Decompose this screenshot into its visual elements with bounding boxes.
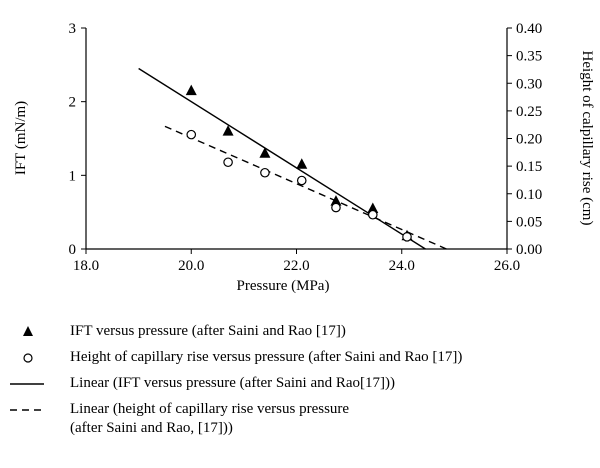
axes: 18.0 20.0 22.0 24.0 26.0 0 1 2 3 0.00 0.05 0.10 0.15…: [69, 21, 543, 274]
legend-line-solid: [10, 383, 44, 385]
legend-label: Linear (IFT versus pressure (after Saini…: [70, 375, 396, 391]
x-tick-label: 26.0: [494, 258, 520, 274]
y2-tick-label: 0.30: [516, 76, 542, 92]
legend-line-dashed: [10, 409, 44, 411]
legend-item-ift: IFT versus pressure (after Saini and Rao…: [8, 322, 593, 342]
capillary-point: [260, 167, 270, 178]
y-tick-label: 2: [69, 95, 77, 111]
legend-item-capillary: Height of capillary rise versus pressure…: [8, 348, 593, 368]
legend-label: Height of capillary rise versus pressure…: [70, 349, 463, 365]
x-tick-label: 22.0: [283, 258, 309, 274]
y2-tick-label: 0.15: [516, 159, 542, 175]
y-tick-label: 3: [69, 21, 77, 37]
y-tick-label: 1: [69, 168, 77, 184]
y2-axis-title: Height of calpillary rise (cm): [579, 51, 595, 226]
ift-point: [367, 202, 379, 213]
legend-label: Linear (height of capillary rise versus …: [70, 401, 350, 436]
ift-point: [185, 84, 197, 96]
y2-tick-label: 0.35: [516, 49, 542, 65]
trendline-ift: [138, 67, 426, 250]
capillary-point: [331, 202, 341, 213]
x-tick-label: 18.0: [73, 258, 99, 274]
ift-point: [330, 195, 342, 206]
chart: 18.0 20.0 22.0 24.0 26.0 0 1 2 3 0.00 0.05 0.10 0.15…: [13, 21, 595, 294]
y2-tick-label: 0.20: [516, 132, 542, 148]
trendline-capillary: [164, 125, 447, 250]
legend-marker-triangle: [23, 326, 33, 336]
capillary-point: [368, 209, 378, 220]
y2-tick-label: 0.10: [516, 187, 542, 203]
trendlines: [138, 67, 447, 250]
data-points: [185, 84, 413, 242]
y-axis-title: IFT (mN/m): [13, 101, 29, 175]
ift-point: [296, 158, 308, 169]
y2-tick-label: 0.40: [516, 21, 542, 37]
capillary-point: [296, 175, 307, 186]
capillary-point: [402, 232, 412, 242]
legend-label: IFT versus pressure (after Saini and Rao…: [70, 323, 346, 339]
capillary-point: [186, 129, 197, 140]
capillary-point: [223, 157, 233, 168]
ift-point: [222, 125, 234, 136]
y-tick-label: 0: [69, 242, 77, 258]
legend-item-linear-ift: Linear (IFT versus pressure (after Saini…: [8, 374, 593, 394]
legend: IFT versus pressure (after Saini and Rao…: [8, 322, 593, 444]
ift-point: [259, 147, 271, 158]
x-tick-label: 20.0: [178, 258, 204, 274]
x-axis-title: Pressure (MPa): [237, 278, 330, 294]
legend-marker-circle: [23, 353, 33, 363]
legend-item-linear-capillary: Linear (height of capillary rise versus …: [8, 400, 593, 438]
y2-tick-label: 0.25: [516, 104, 542, 120]
x-tick-label: 24.0: [389, 258, 415, 274]
y2-tick-label: 0.05: [516, 214, 542, 230]
y2-tick-label: 0.00: [516, 242, 542, 258]
